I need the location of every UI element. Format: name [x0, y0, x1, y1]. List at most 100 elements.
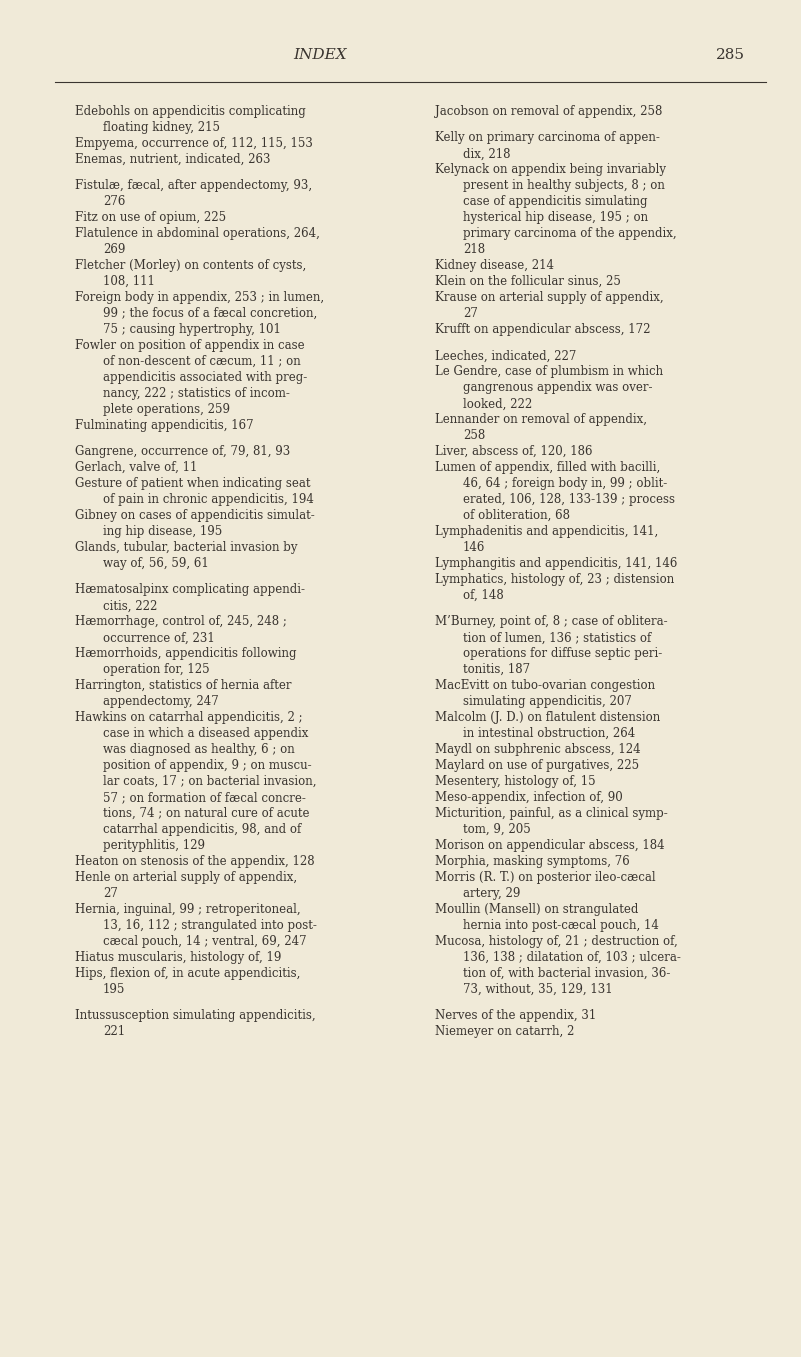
Text: appendectomy, 247: appendectomy, 247 — [103, 695, 219, 708]
Text: primary carcinoma of the appendix,: primary carcinoma of the appendix, — [463, 227, 677, 240]
Text: 13, 16, 112 ; strangulated into post-: 13, 16, 112 ; strangulated into post- — [103, 919, 317, 932]
Text: Malcolm (J. D.) on flatulent distension: Malcolm (J. D.) on flatulent distension — [435, 711, 660, 725]
Text: Intussusception simulating appendicitis,: Intussusception simulating appendicitis, — [75, 1010, 316, 1022]
Text: Fitz on use of opium, 225: Fitz on use of opium, 225 — [75, 212, 226, 224]
Text: present in healthy subjects, 8 ; on: present in healthy subjects, 8 ; on — [463, 179, 665, 193]
Text: Henle on arterial supply of appendix,: Henle on arterial supply of appendix, — [75, 871, 297, 883]
Text: citis, 222: citis, 222 — [103, 600, 157, 612]
Text: gangrenous appendix was over-: gangrenous appendix was over- — [463, 381, 653, 395]
Text: Fistulæ, fæcal, after appendectomy, 93,: Fistulæ, fæcal, after appendectomy, 93, — [75, 179, 312, 193]
Text: 221: 221 — [103, 1025, 125, 1038]
Text: Kelynack on appendix being invariably: Kelynack on appendix being invariably — [435, 163, 666, 176]
Text: Glands, tubular, bacterial invasion by: Glands, tubular, bacterial invasion by — [75, 541, 297, 554]
Text: Morris (R. T.) on posterior ileo-cæcal: Morris (R. T.) on posterior ileo-cæcal — [435, 871, 656, 883]
Text: Heaton on stenosis of the appendix, 128: Heaton on stenosis of the appendix, 128 — [75, 855, 315, 868]
Text: Maylard on use of purgatives, 225: Maylard on use of purgatives, 225 — [435, 759, 639, 772]
Text: Morphia, masking symptoms, 76: Morphia, masking symptoms, 76 — [435, 855, 630, 868]
Text: Fowler on position of appendix in case: Fowler on position of appendix in case — [75, 339, 304, 351]
Text: hysterical hip disease, 195 ; on: hysterical hip disease, 195 ; on — [463, 212, 648, 224]
Text: Niemeyer on catarrh, 2: Niemeyer on catarrh, 2 — [435, 1025, 574, 1038]
Text: Kelly on primary carcinoma of appen-: Kelly on primary carcinoma of appen- — [435, 132, 660, 144]
Text: Fletcher (Morley) on contents of cysts,: Fletcher (Morley) on contents of cysts, — [75, 259, 306, 273]
Text: looked, 222: looked, 222 — [463, 398, 532, 410]
Text: 285: 285 — [715, 47, 744, 62]
Text: 27: 27 — [463, 307, 478, 320]
Text: erated, 106, 128, 133-139 ; process: erated, 106, 128, 133-139 ; process — [463, 493, 675, 506]
Text: catarrhal appendicitis, 98, and of: catarrhal appendicitis, 98, and of — [103, 822, 301, 836]
Text: of obliteration, 68: of obliteration, 68 — [463, 509, 570, 522]
Text: tom, 9, 205: tom, 9, 205 — [463, 822, 531, 836]
Text: perityphlitis, 129: perityphlitis, 129 — [103, 839, 205, 852]
Text: Harrington, statistics of hernia after: Harrington, statistics of hernia after — [75, 680, 292, 692]
Text: Mucosa, histology of, 21 ; destruction of,: Mucosa, histology of, 21 ; destruction o… — [435, 935, 678, 947]
Text: Krufft on appendicular abscess, 172: Krufft on appendicular abscess, 172 — [435, 323, 650, 337]
Text: Le Gendre, case of plumbism in which: Le Gendre, case of plumbism in which — [435, 365, 663, 379]
Text: 46, 64 ; foreign body in, 99 ; oblit-: 46, 64 ; foreign body in, 99 ; oblit- — [463, 478, 667, 490]
Text: Jacobson on removal of appendix, 258: Jacobson on removal of appendix, 258 — [435, 104, 662, 118]
Text: tions, 74 ; on natural cure of acute: tions, 74 ; on natural cure of acute — [103, 807, 309, 820]
Text: Maydl on subphrenic abscess, 124: Maydl on subphrenic abscess, 124 — [435, 744, 641, 756]
Text: Flatulence in abdominal operations, 264,: Flatulence in abdominal operations, 264, — [75, 227, 320, 240]
Text: INDEX: INDEX — [293, 47, 347, 62]
Text: nancy, 222 ; statistics of incom-: nancy, 222 ; statistics of incom- — [103, 387, 290, 400]
Text: was diagnosed as healthy, 6 ; on: was diagnosed as healthy, 6 ; on — [103, 744, 295, 756]
Text: Gerlach, valve of, 11: Gerlach, valve of, 11 — [75, 461, 197, 474]
Text: 146: 146 — [463, 541, 485, 554]
Text: 99 ; the focus of a fæcal concretion,: 99 ; the focus of a fæcal concretion, — [103, 307, 317, 320]
Text: Meso-appendix, infection of, 90: Meso-appendix, infection of, 90 — [435, 791, 622, 803]
Text: Lennander on removal of appendix,: Lennander on removal of appendix, — [435, 414, 647, 426]
Text: hernia into post-cæcal pouch, 14: hernia into post-cæcal pouch, 14 — [463, 919, 659, 932]
Text: way of, 56, 59, 61: way of, 56, 59, 61 — [103, 556, 209, 570]
Text: Leeches, indicated, 227: Leeches, indicated, 227 — [435, 349, 577, 362]
Text: in intestinal obstruction, 264: in intestinal obstruction, 264 — [463, 727, 635, 740]
Text: Moullin (Mansell) on strangulated: Moullin (Mansell) on strangulated — [435, 902, 638, 916]
Text: Hæmorrhage, control of, 245, 248 ;: Hæmorrhage, control of, 245, 248 ; — [75, 615, 287, 628]
Text: 136, 138 ; dilatation of, 103 ; ulcera-: 136, 138 ; dilatation of, 103 ; ulcera- — [463, 951, 681, 963]
Text: Mesentery, histology of, 15: Mesentery, histology of, 15 — [435, 775, 596, 788]
Text: Lymphatics, histology of, 23 ; distension: Lymphatics, histology of, 23 ; distensio… — [435, 573, 674, 586]
Text: 269: 269 — [103, 243, 126, 256]
Text: Gangrene, occurrence of, 79, 81, 93: Gangrene, occurrence of, 79, 81, 93 — [75, 445, 290, 459]
Text: Hips, flexion of, in acute appendicitis,: Hips, flexion of, in acute appendicitis, — [75, 966, 300, 980]
Text: 27: 27 — [103, 887, 118, 900]
Text: operation for, 125: operation for, 125 — [103, 664, 210, 676]
Text: 57 ; on formation of fæcal concre-: 57 ; on formation of fæcal concre- — [103, 791, 306, 803]
Text: Hæmatosalpinx complicating appendi-: Hæmatosalpinx complicating appendi- — [75, 584, 305, 596]
Text: Lymphadenitis and appendicitis, 141,: Lymphadenitis and appendicitis, 141, — [435, 525, 658, 539]
Text: Gesture of patient when indicating seat: Gesture of patient when indicating seat — [75, 478, 311, 490]
Text: Micturition, painful, as a clinical symp-: Micturition, painful, as a clinical symp… — [435, 807, 668, 820]
Text: 258: 258 — [463, 429, 485, 442]
Text: Krause on arterial supply of appendix,: Krause on arterial supply of appendix, — [435, 290, 663, 304]
Text: tonitis, 187: tonitis, 187 — [463, 664, 530, 676]
Text: Hawkins on catarrhal appendicitis, 2 ;: Hawkins on catarrhal appendicitis, 2 ; — [75, 711, 303, 725]
Text: operations for diffuse septic peri-: operations for diffuse septic peri- — [463, 647, 662, 661]
Text: tion of, with bacterial invasion, 36-: tion of, with bacterial invasion, 36- — [463, 966, 670, 980]
Text: 75 ; causing hypertrophy, 101: 75 ; causing hypertrophy, 101 — [103, 323, 281, 337]
Text: Klein on the follicular sinus, 25: Klein on the follicular sinus, 25 — [435, 275, 621, 288]
Text: position of appendix, 9 ; on muscu-: position of appendix, 9 ; on muscu- — [103, 759, 312, 772]
Text: of non-descent of cæcum, 11 ; on: of non-descent of cæcum, 11 ; on — [103, 356, 300, 368]
Text: 218: 218 — [463, 243, 485, 256]
Text: 108, 111: 108, 111 — [103, 275, 155, 288]
Text: tion of lumen, 136 ; statistics of: tion of lumen, 136 ; statistics of — [463, 631, 651, 645]
Text: Gibney on cases of appendicitis simulat-: Gibney on cases of appendicitis simulat- — [75, 509, 315, 522]
Text: Enemas, nutrient, indicated, 263: Enemas, nutrient, indicated, 263 — [75, 153, 271, 166]
Text: 73, without, 35, 129, 131: 73, without, 35, 129, 131 — [463, 982, 613, 996]
Text: M’Burney, point of, 8 ; case of oblitera-: M’Burney, point of, 8 ; case of oblitera… — [435, 615, 667, 628]
Text: simulating appendicitis, 207: simulating appendicitis, 207 — [463, 695, 632, 708]
Text: cæcal pouch, 14 ; ventral, 69, 247: cæcal pouch, 14 ; ventral, 69, 247 — [103, 935, 307, 947]
Text: plete operations, 259: plete operations, 259 — [103, 403, 230, 415]
Text: Liver, abscess of, 120, 186: Liver, abscess of, 120, 186 — [435, 445, 593, 459]
Text: Hiatus muscularis, histology of, 19: Hiatus muscularis, histology of, 19 — [75, 951, 281, 963]
Text: ing hip disease, 195: ing hip disease, 195 — [103, 525, 222, 539]
Text: Morison on appendicular abscess, 184: Morison on appendicular abscess, 184 — [435, 839, 665, 852]
Text: Nerves of the appendix, 31: Nerves of the appendix, 31 — [435, 1010, 596, 1022]
Text: MacEvitt on tubo-ovarian congestion: MacEvitt on tubo-ovarian congestion — [435, 680, 655, 692]
Text: Hæmorrhoids, appendicitis following: Hæmorrhoids, appendicitis following — [75, 647, 296, 661]
Text: Foreign body in appendix, 253 ; in lumen,: Foreign body in appendix, 253 ; in lumen… — [75, 290, 324, 304]
Text: Hernia, inguinal, 99 ; retroperitoneal,: Hernia, inguinal, 99 ; retroperitoneal, — [75, 902, 300, 916]
Text: 195: 195 — [103, 982, 126, 996]
Text: appendicitis associated with preg-: appendicitis associated with preg- — [103, 370, 308, 384]
Text: dix, 218: dix, 218 — [463, 148, 510, 160]
Text: of pain in chronic appendicitis, 194: of pain in chronic appendicitis, 194 — [103, 493, 314, 506]
